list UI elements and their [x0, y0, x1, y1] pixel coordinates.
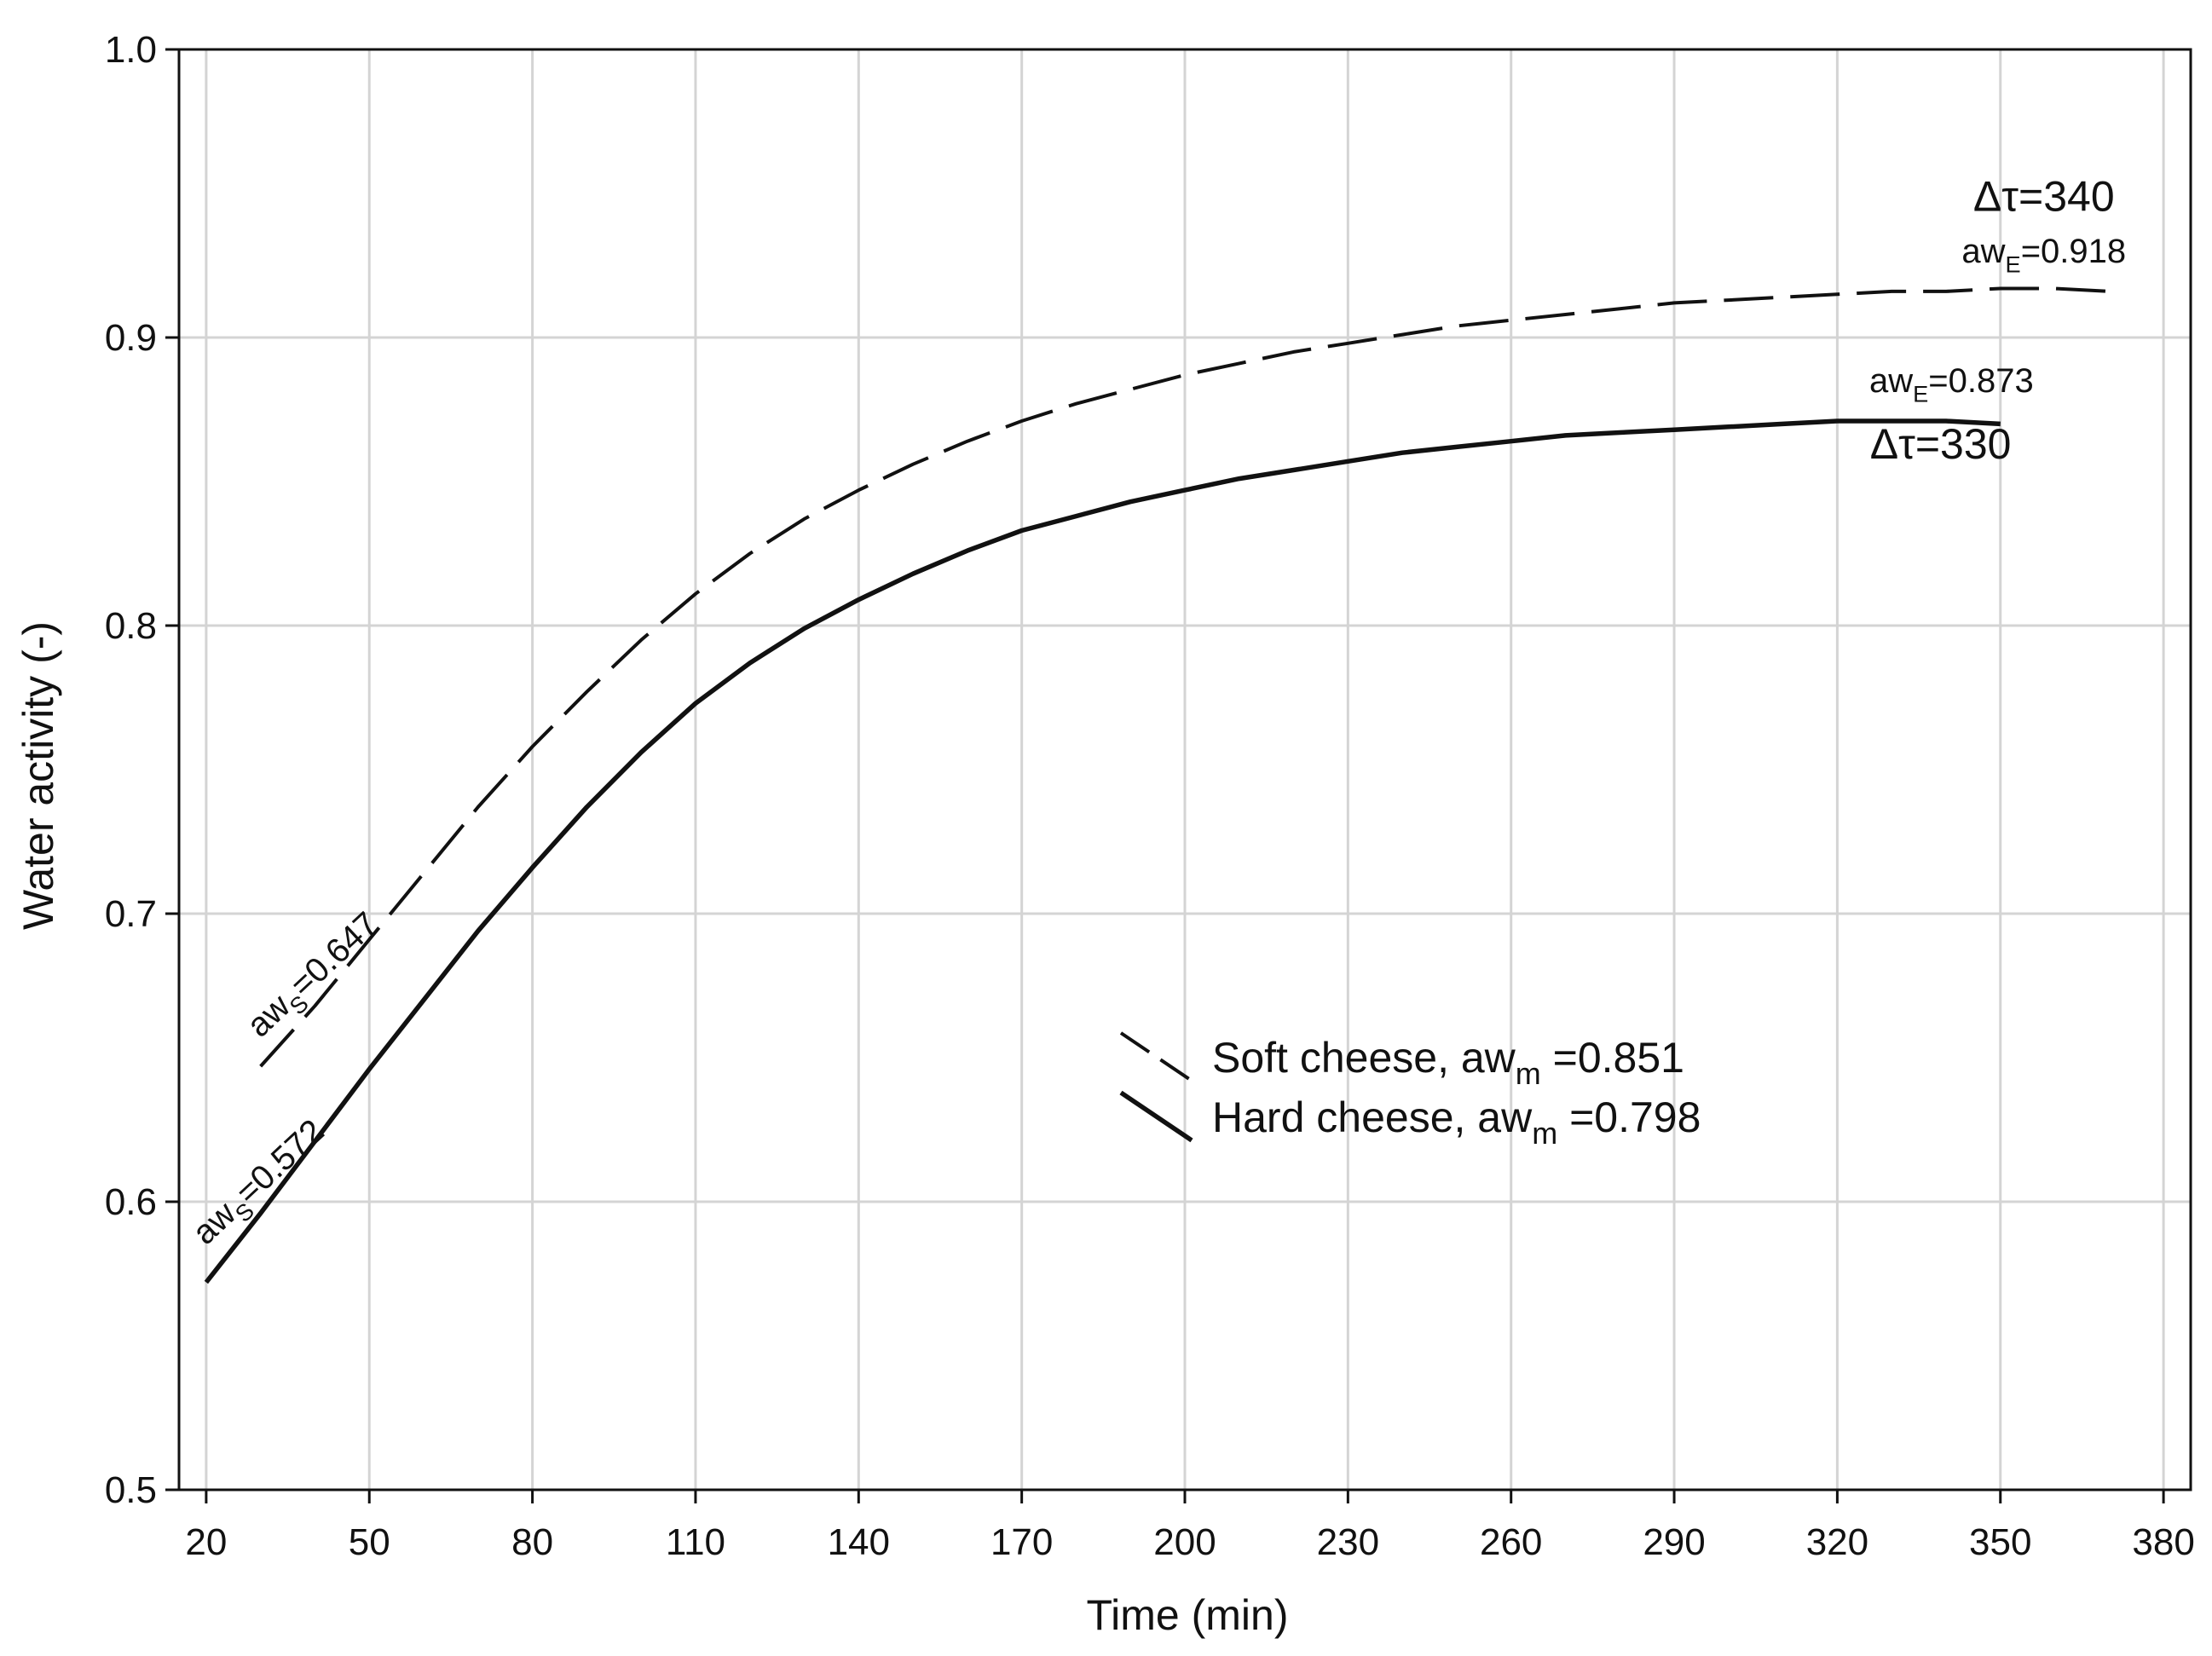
x-tick-label: 380 [2132, 1521, 2194, 1563]
x-tick-label: 140 [828, 1521, 890, 1563]
x-tick-label: 80 [511, 1521, 553, 1563]
annotation-dt340: Δτ=340 [1973, 172, 2115, 220]
x-tick-label: 20 [185, 1521, 227, 1563]
x-tick-label: 110 [666, 1521, 725, 1563]
y-tick-label: 0.8 [105, 605, 157, 647]
y-tick-label: 0.7 [105, 893, 157, 935]
series-lines [204, 286, 2110, 1284]
legend-subscript: m [1516, 1056, 1541, 1091]
annotation-awS647: awS=0.647 [240, 905, 390, 1050]
x-tick-label: 260 [1480, 1521, 1542, 1563]
annotation-value: =0.918 [2021, 233, 2126, 270]
series-line-hard-cheese [204, 418, 2001, 1284]
x-tick-label: 200 [1153, 1521, 1216, 1563]
axis-ticks: 20 50 80 110 140 170 200 230 260 290 320 350 380 0.5 0… [105, 29, 2195, 1563]
x-tick-label: 170 [990, 1521, 1053, 1563]
annotation-awS572: awS=0.572 [186, 1112, 337, 1257]
x-tick-label: 350 [1969, 1521, 2031, 1563]
annotation-subscript: E [2006, 251, 2021, 277]
series-line-soft-cheese [259, 286, 2110, 1068]
annotation-main: aw [1961, 233, 2005, 270]
annotation-awE918: awE=0.918 [1961, 233, 2126, 277]
y-tick-label: 0.9 [105, 317, 157, 359]
grid [179, 48, 2191, 1490]
annotation-subscript: E [1913, 380, 1928, 407]
y-tick-label: 0.6 [105, 1181, 157, 1223]
x-tick-label: 230 [1317, 1521, 1379, 1563]
x-tick-label: 290 [1643, 1521, 1705, 1563]
annotation-text: Δτ=340 [1973, 172, 2115, 220]
legend-subscript: m [1532, 1116, 1557, 1151]
x-tick-label: 50 [349, 1521, 390, 1563]
annotation-dt330: Δτ=330 [1870, 420, 2012, 468]
legend-value: =0.798 [1557, 1093, 1701, 1141]
legend-label: Soft cheese, awm =0.851 [1212, 1034, 1684, 1091]
curve-annotations: Δτ=340awE=0.918awE=0.873Δτ=330awS=0.647a… [186, 172, 2126, 1257]
x-tick-label: 320 [1806, 1521, 1868, 1563]
annotation-text: Δτ=330 [1870, 420, 2012, 468]
legend-label: Hard cheese, awm =0.798 [1212, 1093, 1701, 1151]
legend-name: Soft cheese, aw [1212, 1034, 1516, 1082]
annotation-value: =0.873 [1928, 362, 2033, 400]
y-tick-label: 1.0 [105, 29, 157, 71]
legend-swatch-hard-cheese [1119, 1090, 1193, 1143]
legend-value: =0.851 [1541, 1034, 1684, 1082]
annotation-value: =0.572 [228, 1112, 331, 1211]
x-axis-title: Time (min) [1086, 1591, 1288, 1639]
annotation-awE873: awE=0.873 [1869, 362, 2034, 407]
y-tick-label: 0.5 [105, 1469, 157, 1511]
legend-name: Hard cheese, aw [1212, 1093, 1533, 1141]
annotation-main: aw [1869, 362, 1913, 400]
y-axis-title: Water activity (-) [14, 621, 62, 930]
legend-swatch-soft-cheese [1119, 1031, 1193, 1082]
